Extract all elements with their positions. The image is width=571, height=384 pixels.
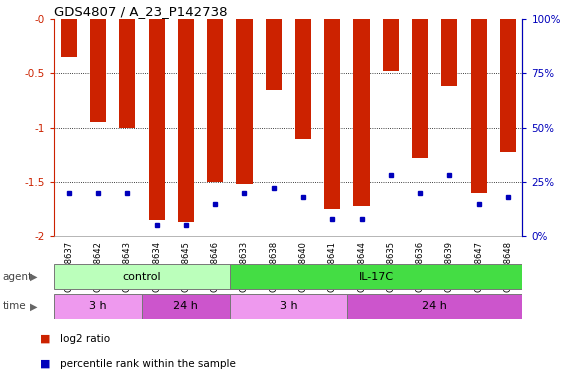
Bar <box>266 19 282 90</box>
Text: time: time <box>3 301 26 311</box>
Text: agent: agent <box>3 272 33 282</box>
Bar <box>295 19 311 139</box>
Bar <box>236 19 252 184</box>
Bar <box>54 264 230 290</box>
Text: ▶: ▶ <box>30 301 37 311</box>
Bar <box>178 19 194 222</box>
Bar <box>347 294 522 319</box>
Bar <box>207 19 223 182</box>
Text: 3 h: 3 h <box>89 301 107 311</box>
Bar <box>383 19 399 71</box>
Text: ■: ■ <box>40 334 50 344</box>
Text: log2 ratio: log2 ratio <box>60 334 110 344</box>
Bar <box>500 19 516 152</box>
Bar <box>148 19 164 220</box>
Bar <box>142 294 230 319</box>
Bar <box>324 19 340 209</box>
Text: percentile rank within the sample: percentile rank within the sample <box>60 359 236 369</box>
Bar <box>412 19 428 158</box>
Bar <box>353 19 369 206</box>
Bar <box>54 294 142 319</box>
Bar <box>61 19 77 57</box>
Text: 24 h: 24 h <box>174 301 198 311</box>
Bar <box>471 19 486 193</box>
Text: ▶: ▶ <box>30 272 37 282</box>
Bar <box>441 19 457 86</box>
Text: 24 h: 24 h <box>422 301 447 311</box>
Bar <box>119 19 135 127</box>
Bar <box>230 294 347 319</box>
Text: IL-17C: IL-17C <box>359 272 394 282</box>
Text: ■: ■ <box>40 359 50 369</box>
Text: 3 h: 3 h <box>280 301 297 311</box>
Bar <box>90 19 106 122</box>
Text: GDS4807 / A_23_P142738: GDS4807 / A_23_P142738 <box>54 5 228 18</box>
Text: control: control <box>123 272 162 282</box>
Bar <box>230 264 522 290</box>
